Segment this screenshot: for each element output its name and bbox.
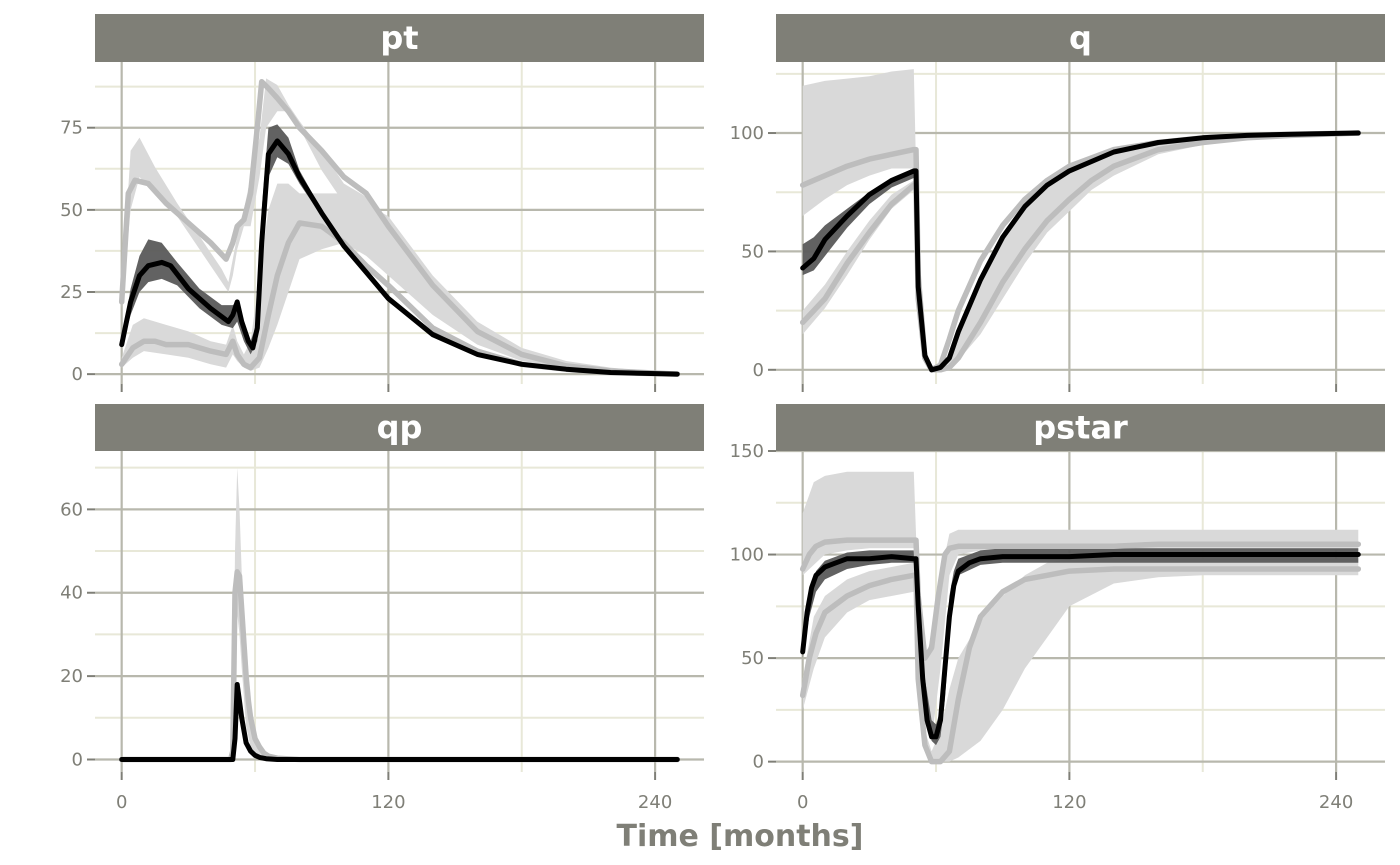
panel-data (799, 471, 1362, 765)
ribbon-dark (802, 170, 941, 370)
y-tick-label: 50 (741, 648, 764, 669)
panel-data (118, 467, 681, 763)
y-tick-label: 0 (72, 364, 83, 385)
panel-title: pstar (1033, 409, 1128, 447)
panel-data (799, 69, 1362, 373)
ribbon-light (802, 558, 1359, 762)
y-tick-label: 60 (60, 499, 83, 520)
series-line-alt (118, 220, 681, 377)
series-line-mean (800, 552, 1361, 740)
y-tick-label: 25 (60, 282, 83, 303)
panel-pstar: pstar 0 50 100 150 0 120 240 (730, 404, 1385, 813)
panel-pt: pt 0 25 50 75 (60, 14, 704, 392)
y-tick-label: 0 (72, 749, 83, 770)
y-tick-label: 0 (753, 360, 764, 381)
series-line-mean (119, 138, 680, 377)
panel-data (118, 78, 681, 377)
panel-strip (95, 404, 704, 451)
x-tick-label: 120 (1052, 792, 1086, 813)
panel-q: q 0 50 100 (730, 14, 1385, 392)
y-tick-label: 75 (60, 118, 83, 139)
series-line-alt (799, 537, 1362, 661)
y-tick-label: 50 (741, 241, 764, 262)
y-tick-label: 0 (753, 752, 764, 773)
x-tick-label: 240 (638, 792, 672, 813)
y-tick-label: 20 (60, 666, 83, 687)
ribbon-light (121, 183, 678, 375)
y-tick-label: 40 (60, 583, 83, 604)
panel-background (95, 451, 704, 772)
x-axis-title: Time [months] (616, 819, 863, 854)
series-line-alt (799, 566, 1362, 765)
ribbon-light (802, 471, 1359, 741)
panel-strip (95, 14, 704, 62)
series-line-mean (119, 682, 680, 762)
series-line-alt (118, 78, 681, 377)
series-line-mean (800, 130, 1361, 373)
y-tick-label: 150 (730, 441, 764, 462)
panel-qp: qp 0 20 40 60 0 120 240 (60, 404, 704, 813)
y-tick-label: 100 (730, 545, 764, 566)
y-tick-label: 50 (60, 200, 83, 221)
panel-background (95, 62, 704, 384)
panel-strip (776, 14, 1385, 62)
x-tick-label: 0 (797, 792, 808, 813)
panel-strip (776, 404, 1385, 451)
y-tick-label: 100 (730, 123, 764, 144)
panel-title: qp (377, 409, 423, 447)
panel-title: pt (380, 19, 418, 57)
ribbon-light (802, 180, 941, 370)
ribbon-light (121, 78, 678, 375)
ribbon-light (802, 69, 1359, 370)
x-tick-label: 0 (116, 792, 127, 813)
x-tick-label: 120 (371, 792, 405, 813)
series-line-alt (799, 130, 1362, 373)
panel-title: q (1069, 19, 1092, 57)
x-tick-label: 240 (1319, 792, 1353, 813)
